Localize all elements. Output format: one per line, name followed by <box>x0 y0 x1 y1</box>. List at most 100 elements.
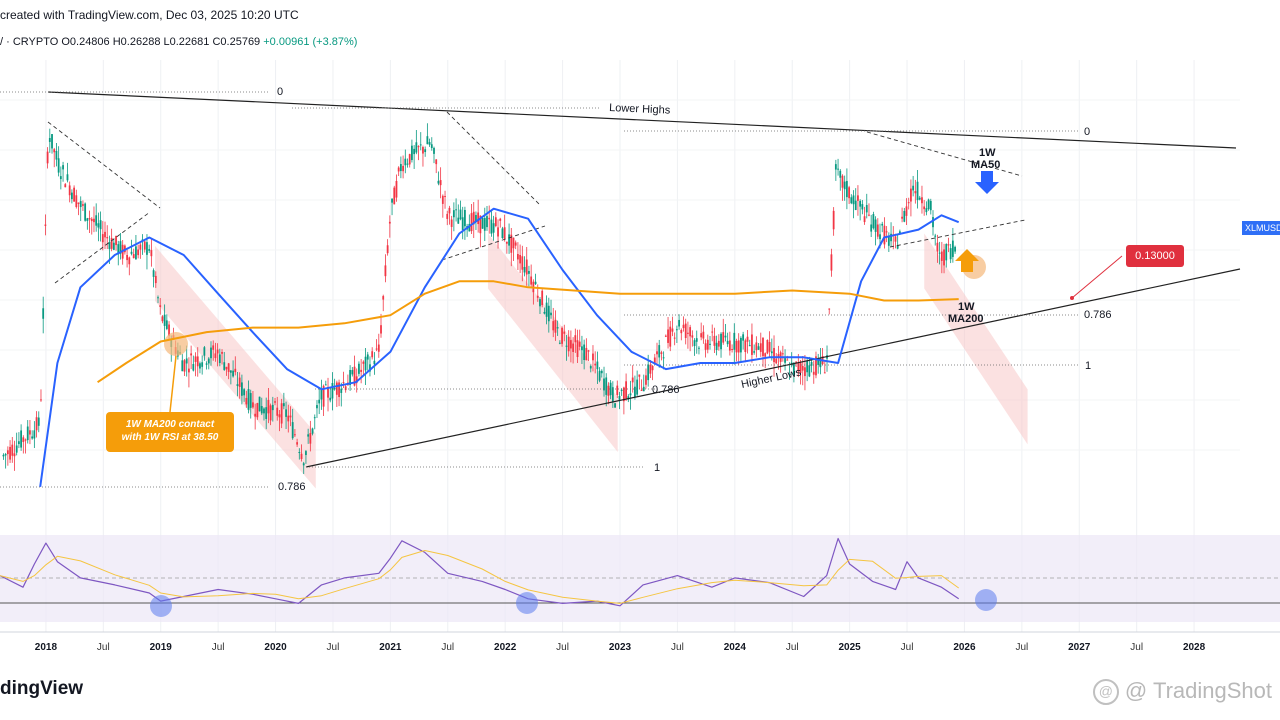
time-axis-tick-label: Jul <box>211 642 225 653</box>
watermark-logo-icon: @ <box>1092 679 1119 706</box>
candle-body <box>490 219 493 234</box>
time-axis-tick-label: 2028 <box>1182 642 1206 653</box>
candle-body <box>188 368 190 373</box>
candle-body <box>726 340 729 345</box>
candle-body <box>4 454 7 456</box>
candle-body <box>574 335 577 343</box>
candle-body <box>859 200 862 207</box>
candle-body <box>678 319 680 327</box>
candle-body <box>934 235 937 237</box>
candle-body <box>921 197 923 204</box>
candle-body <box>600 370 603 374</box>
candle-body <box>912 185 915 191</box>
candle-body <box>395 180 398 198</box>
chart-header-title: created with TradingView.com, Dec 03, 20… <box>0 8 299 22</box>
fib-label-1-right: 1 <box>1085 360 1091 372</box>
fib-label-1: 1 <box>654 462 660 474</box>
candle-body <box>406 163 409 165</box>
candle-body <box>150 250 153 257</box>
candle-body <box>499 218 502 221</box>
tradingview-logo[interactable]: dingView <box>0 678 84 699</box>
candle-body <box>656 351 658 355</box>
candle-body <box>340 388 343 393</box>
candle-body <box>552 321 555 331</box>
rsi-line <box>0 537 960 607</box>
candle-body <box>737 340 740 353</box>
candle-body <box>130 251 133 254</box>
candle-body <box>282 403 285 407</box>
candle-body <box>305 451 307 456</box>
ma50-label-bottom: MA50 <box>971 159 1000 171</box>
candle-body <box>706 339 709 350</box>
candle-body <box>40 399 42 401</box>
candle-body <box>397 167 400 172</box>
candle-body <box>411 145 413 161</box>
candle-body <box>837 168 839 170</box>
dashed-trend-line <box>866 131 1023 177</box>
candle-body <box>66 174 69 181</box>
candle-body <box>229 370 232 373</box>
ma50-line <box>39 207 960 487</box>
candle-body <box>366 354 369 360</box>
candle-body <box>355 376 358 384</box>
candle-body <box>634 386 636 397</box>
candle-body <box>673 337 676 339</box>
candle-body <box>446 213 449 219</box>
low-value: L0.22681 <box>163 36 210 48</box>
candle-body <box>88 218 91 220</box>
candle-body <box>477 212 480 225</box>
candle-body <box>35 417 38 431</box>
candle-body <box>808 365 811 377</box>
target-price-label: 0.13000 <box>1126 245 1184 267</box>
candle-body <box>163 314 166 326</box>
candle-body <box>404 158 407 166</box>
candle-body <box>285 409 287 417</box>
candle-body <box>333 387 336 390</box>
candle-body <box>327 386 329 398</box>
candle-body <box>413 148 416 155</box>
candle-body <box>289 415 292 418</box>
candle-body <box>616 385 619 396</box>
candle-body <box>594 363 597 366</box>
candle-body <box>254 413 257 417</box>
candle-body <box>881 223 884 226</box>
fib-label-0786: 0.786 <box>278 481 306 493</box>
symbol-label[interactable]: / · CRYPTO <box>0 36 59 48</box>
candle-body <box>492 223 495 233</box>
candle-body <box>868 214 870 216</box>
candle-body <box>773 347 775 363</box>
candle-body <box>362 361 365 364</box>
target-point <box>1070 296 1074 300</box>
candle-body <box>225 366 228 370</box>
candle-body <box>762 337 764 357</box>
candle-body <box>263 408 265 414</box>
time-axis-tick-label: Jul <box>1130 642 1144 653</box>
candle-body <box>839 170 842 178</box>
candle-body <box>684 323 687 339</box>
candle-body <box>331 383 334 399</box>
candle-body <box>236 384 239 387</box>
candle-body <box>391 198 393 203</box>
candle-body <box>671 328 674 332</box>
candle-body <box>196 356 199 367</box>
candle-body <box>530 276 533 285</box>
candle-body <box>13 453 16 457</box>
time-axis-tick-label: 2021 <box>379 642 402 653</box>
candle-body <box>203 347 206 356</box>
candle-body <box>629 393 632 396</box>
candle-body <box>872 214 875 229</box>
candle-body <box>640 389 643 391</box>
candle-body <box>68 185 71 196</box>
candle-body <box>216 349 219 354</box>
ma50-label-top: 1W <box>979 147 996 159</box>
candle-body <box>18 441 20 445</box>
candle-body <box>717 340 720 347</box>
candle-body <box>940 251 943 261</box>
candle-body <box>938 252 941 254</box>
ma200-arrow-icon <box>955 249 979 272</box>
time-axis-tick-label: 2022 <box>494 642 517 653</box>
candle-body <box>274 401 276 403</box>
candle-body <box>9 446 11 460</box>
candle-body <box>457 217 460 224</box>
